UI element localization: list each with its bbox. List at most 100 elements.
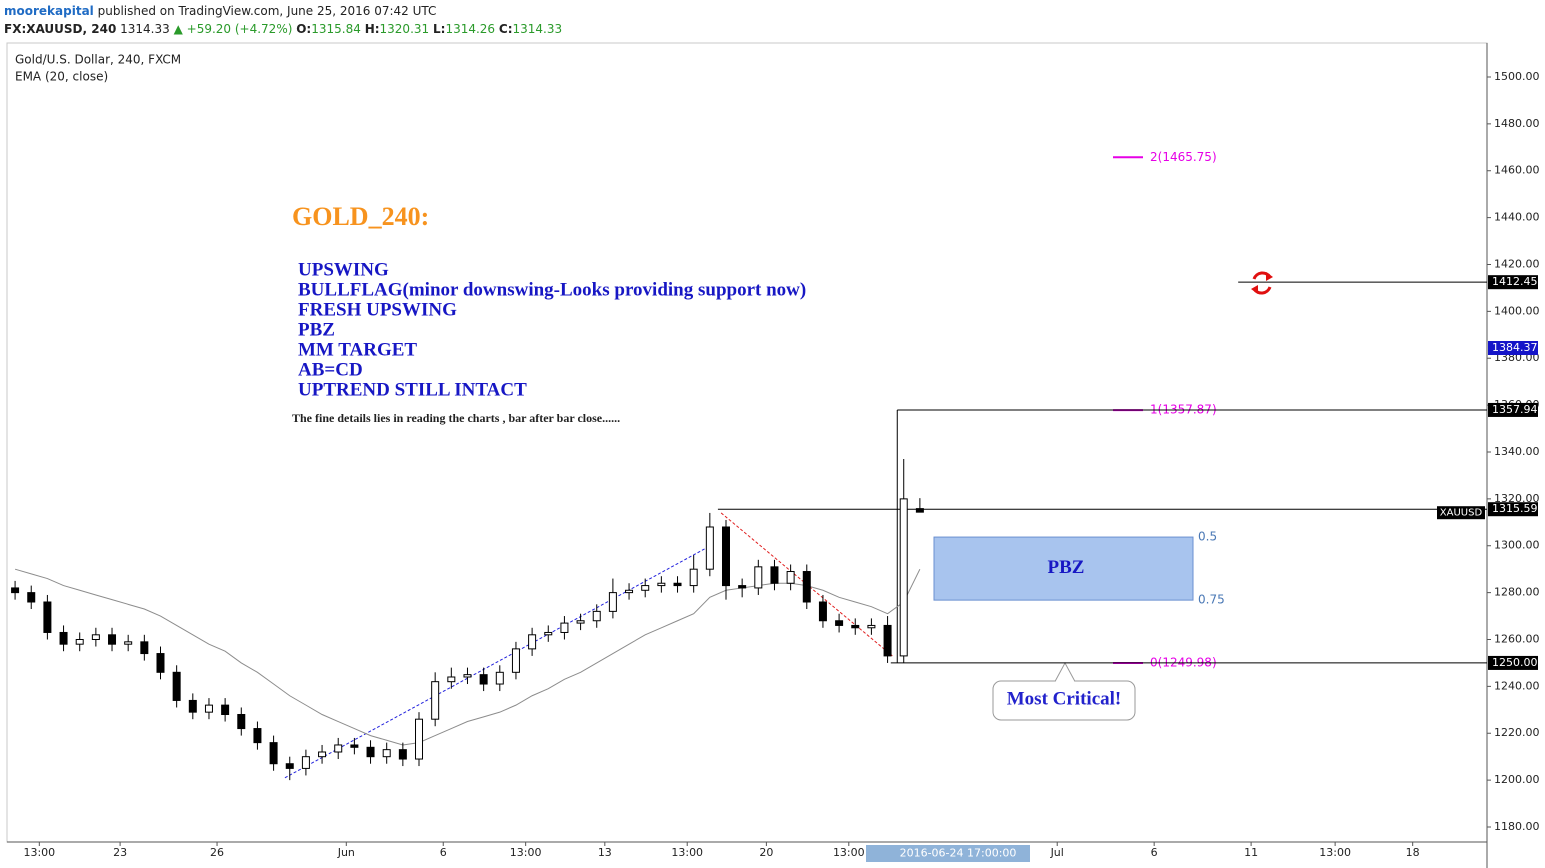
author[interactable]: moorekapital [4,4,94,18]
ohlc-key: H: [365,22,380,36]
ohlc-key: L: [433,22,445,36]
candle-body [27,592,36,603]
candle-body [318,751,327,758]
candle-body [479,674,488,685]
chart-title: Gold/U.S. Dollar, 240, FXCM [15,53,181,67]
pbz-zone [933,536,1194,601]
candle-body [576,620,585,624]
y-tick-label: 1340.00 [1494,445,1540,458]
candle-body [463,674,472,678]
candle-body [883,624,892,657]
candle-body [188,699,197,713]
candle-body [495,671,504,685]
refresh-icon[interactable] [1251,271,1273,295]
x-tick-label: 11 [1244,846,1258,859]
candle-body [156,653,165,673]
candle-body [754,566,763,589]
candle-body [851,624,860,629]
candle-body [382,749,391,758]
ohlc-value: 1315.84 [311,22,361,36]
x-tick-label: 6 [440,846,447,859]
callout-text: Most Critical! [1007,688,1121,709]
price-label: 1412.45 [1492,275,1538,288]
cursor-label-box [866,845,1030,862]
candle-body [221,704,230,715]
up-arrow: ▲ [174,22,184,36]
candle-body [91,634,100,640]
last-price: 1314.33 [120,22,170,36]
candle-body [673,582,682,587]
price-label: 1384.37 [1492,341,1538,354]
fib-label: 2(1465.75) [1150,150,1217,164]
candle-body [269,742,278,765]
x-tick-label: 13:00 [510,846,542,859]
header-line-2: FX:XAUUSD, 240 1314.33 ▲ +59.20 (+4.72%)… [4,22,562,36]
candle-body [431,681,440,720]
candle-body [172,671,181,701]
candle-body [253,728,262,744]
series-name: XAUUSD [1440,508,1483,519]
y-tick-label: 1300.00 [1494,539,1540,552]
price-label-box [1488,340,1538,355]
y-tick-label: 1460.00 [1494,164,1540,177]
price-label: 1250.00 [1492,656,1538,669]
cursor-label: 2016-06-24 17:00:00 [900,847,1017,860]
y-tick-label: 1220.00 [1494,726,1540,739]
candle-body [43,601,52,633]
pbz-label: PBZ [1048,557,1085,578]
candle-body [544,631,553,636]
price-label-box [1488,402,1538,417]
candle-body [657,582,666,587]
symbol: FX:XAUUSD, 240 [4,22,116,36]
annotation-line: MM TARGET [298,339,417,360]
legend-entry: EMA (20, close) [15,70,108,84]
y-tick-label: 1320.00 [1494,492,1540,505]
candle-body [592,610,601,622]
candle-body [721,526,730,587]
x-tick-label: 13:00 [833,846,865,859]
y-tick-label: 1180.00 [1494,820,1540,833]
annotation-line: FRESH UPSWING [298,299,457,320]
x-tick-label: 20 [759,846,773,859]
y-tick-label: 1240.00 [1494,679,1540,692]
published: published on TradingView.com, June 25, 2… [98,4,437,18]
series-name-box [1437,506,1485,520]
y-tick-label: 1200.00 [1494,773,1540,786]
candle-body [899,498,908,657]
candle-body [608,592,617,612]
candle-body [334,744,343,753]
candle-body [786,571,795,584]
x-tick-label: Jul [1050,846,1064,859]
ohlc-key: C: [499,22,513,36]
x-tick-label: 23 [113,846,127,859]
y-tick-label: 1440.00 [1494,211,1540,224]
x-tick-label: 18 [1406,846,1420,859]
x-tick-label: Jun [337,846,355,859]
y-tick-label: 1280.00 [1494,586,1540,599]
ohlc-key: O: [296,22,311,36]
price-label-box [1488,655,1538,670]
candle-body [237,713,246,730]
candle-body [59,631,68,645]
annotation-line: PBZ [298,319,335,340]
y-tick-label: 1260.00 [1494,632,1540,645]
candle-body [108,634,117,645]
x-tick-label: 6 [1151,846,1158,859]
header-line-1: moorekapital published on TradingView.co… [4,4,436,18]
y-tick-label: 1500.00 [1494,70,1540,83]
price-label: 1315.59 [1492,502,1538,515]
candle-body [915,508,924,513]
candle-body [11,587,20,594]
candle-body [447,676,456,683]
candle-body [802,571,811,603]
x-tick-label: 13:00 [1319,846,1351,859]
annotation-title: GOLD_240: [292,202,429,231]
pbz-ratio: 0.5 [1198,530,1217,544]
candle-body [528,634,537,650]
candle-body [867,624,876,629]
annotation-line: UPTREND STILL INTACT [298,379,527,400]
candle-body [738,585,747,589]
x-tick-label: 26 [210,846,224,859]
candle-body [511,648,520,673]
